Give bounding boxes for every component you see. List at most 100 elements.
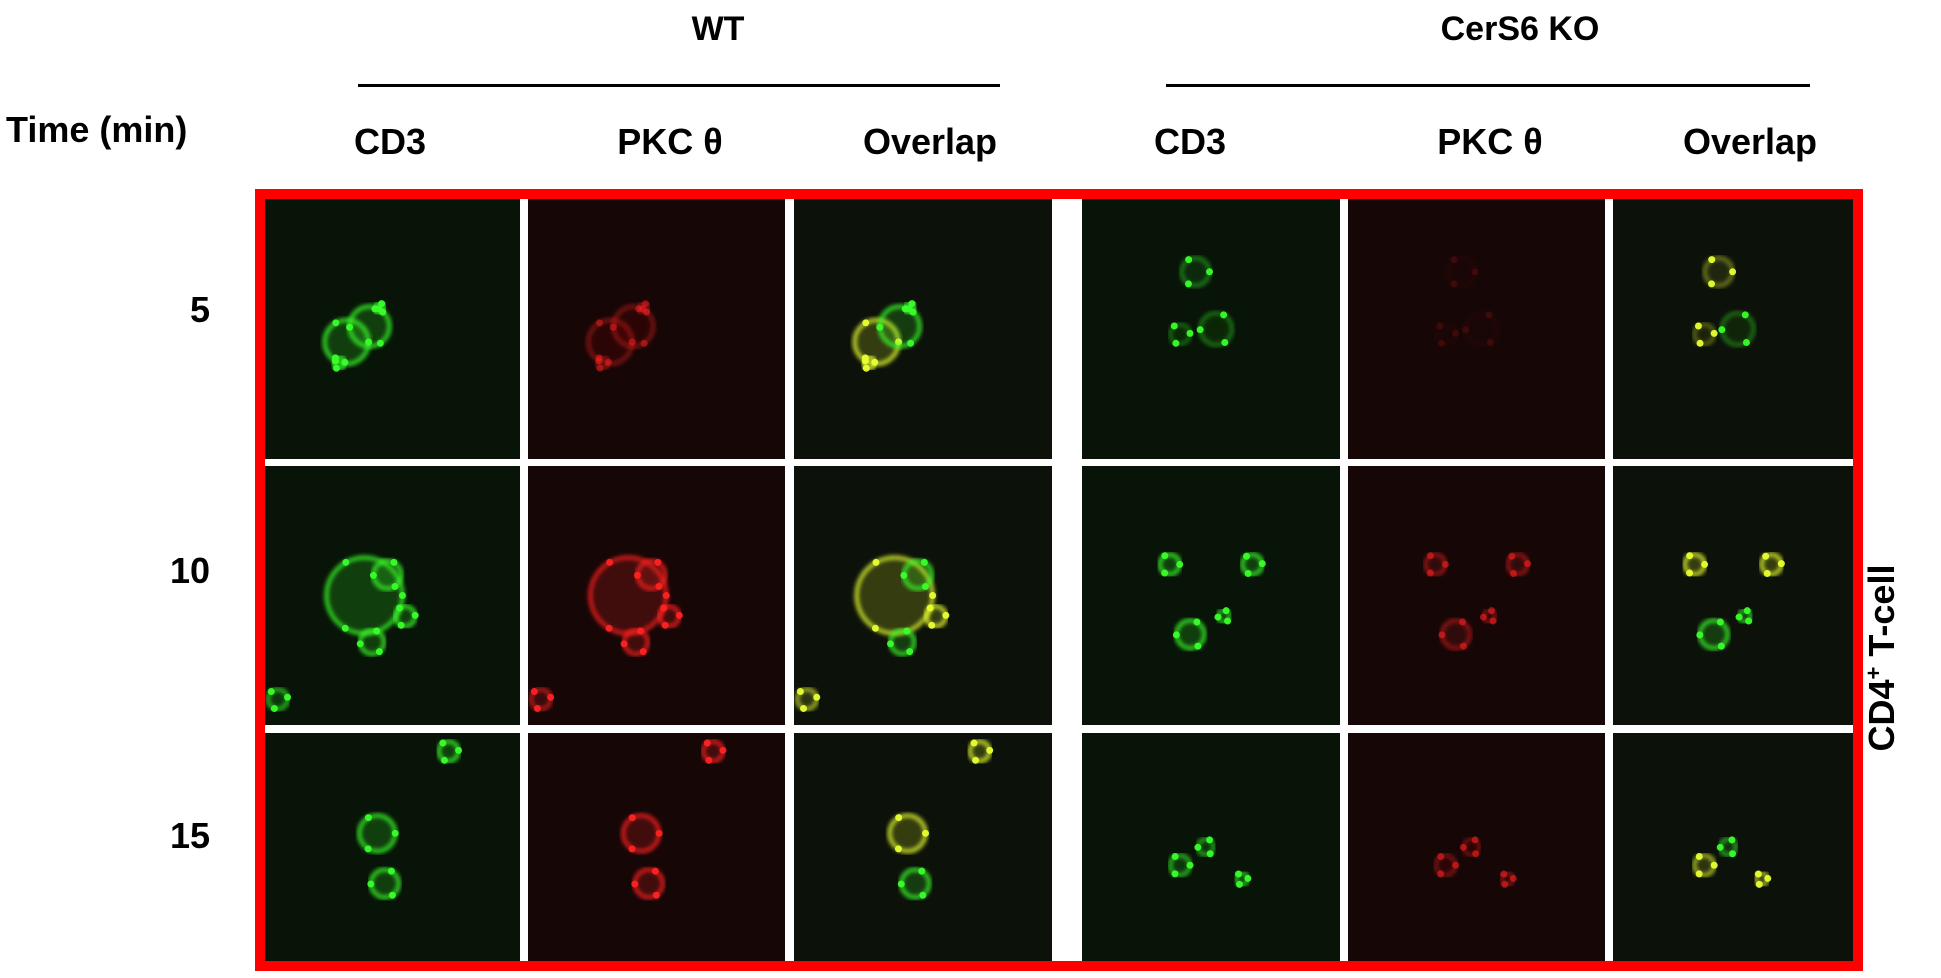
fluorescent-punctum: [871, 358, 879, 366]
micrograph-panel: [265, 199, 520, 459]
column-header-ko-cd3: CD3: [1153, 121, 1227, 162]
fluorescent-punctum: [970, 739, 978, 747]
fluorescent-punctum: [388, 891, 396, 899]
cell-image: [794, 555, 950, 713]
fluorescent-punctum: [270, 705, 278, 713]
fluorescent-punctum: [631, 880, 639, 888]
micrograph-panel: [794, 199, 1052, 459]
fluorescent-punctum: [897, 880, 905, 888]
fluorescent-punctum: [1716, 618, 1724, 626]
fluorescent-punctum: [895, 814, 903, 822]
fluorescent-punctum: [1243, 552, 1251, 560]
fluorescent-punctum: [1235, 870, 1243, 878]
column-header-ko-overlap: Overlap: [1682, 121, 1818, 162]
fluorescent-punctum: [1764, 874, 1772, 882]
fluorescent-punctum: [655, 583, 663, 591]
fluorescent-punctum: [651, 867, 659, 875]
row-label-5: 5: [189, 289, 210, 330]
fluorescent-punctum: [595, 319, 603, 327]
fluorescent-punctum: [267, 688, 275, 696]
fluorescent-punctum: [1214, 613, 1222, 621]
fluorescent-punctum: [1437, 870, 1445, 878]
fluorescent-punctum: [1176, 560, 1184, 568]
fluorescent-punctum: [901, 305, 909, 313]
micrograph-panel: [265, 466, 520, 725]
micrograph-panel: [528, 733, 785, 961]
fluorescent-punctum: [633, 571, 641, 579]
cell-image: [265, 555, 419, 713]
cell-blob: [1445, 255, 1478, 288]
cell-blob: [887, 813, 928, 854]
fluorescent-punctum: [1462, 326, 1470, 334]
cell-image: [1168, 836, 1252, 888]
fluorescent-punctum: [1172, 631, 1180, 639]
cell-image: [1168, 255, 1235, 347]
fluorescent-punctum: [908, 300, 916, 308]
fluorescent-punctum: [903, 627, 911, 635]
fluorescent-punctum: [1258, 560, 1266, 568]
cell-blob: [357, 813, 398, 854]
fluorescent-punctum: [1185, 256, 1193, 264]
fluorescent-punctum: [876, 323, 884, 331]
micrograph-panel: [794, 466, 1052, 725]
fluorescent-punctum: [1501, 880, 1509, 888]
fluorescent-punctum: [1735, 613, 1743, 621]
fluorescent-punctum: [1710, 861, 1718, 869]
fluorescent-punctum: [862, 319, 870, 327]
fluorescent-punctum: [1710, 329, 1718, 337]
fluorescent-punctum: [909, 308, 917, 316]
cell-image: [1433, 836, 1517, 888]
cell-blob: [621, 813, 662, 854]
fluorescent-punctum: [705, 756, 713, 764]
time-axis-label: Time (min): [6, 109, 188, 150]
fluorescent-punctum: [972, 756, 980, 764]
cell-image: [1423, 552, 1532, 651]
fluorescent-punctum: [886, 640, 894, 648]
micrograph-panel: [265, 733, 520, 961]
fluorescent-punctum: [378, 300, 386, 308]
micrograph-panel: [1613, 466, 1853, 725]
fluorescent-punctum: [1479, 613, 1487, 621]
fluorescent-punctum: [655, 829, 663, 837]
fluorescent-punctum: [872, 558, 880, 566]
fluorescent-punctum: [1696, 339, 1704, 347]
fluorescent-punctum: [1194, 642, 1202, 650]
fluorescent-punctum: [620, 640, 628, 648]
fluorescent-punctum: [1172, 339, 1180, 347]
micrograph-panel: [1613, 733, 1853, 961]
fluorescent-punctum: [861, 354, 869, 362]
fluorescent-punctum: [364, 845, 372, 853]
cell-image: [621, 739, 727, 900]
fluorescent-punctum: [1728, 836, 1736, 844]
micrograph-panel: [528, 199, 785, 459]
fluorescent-punctum: [643, 308, 651, 316]
fluorescent-punctum: [1686, 569, 1694, 577]
fluorescent-punctum: [942, 611, 950, 619]
fluorescent-punctum: [1717, 642, 1725, 650]
column-header-ko-pkc: PKC θ: [1437, 121, 1543, 162]
fluorescent-punctum: [1486, 338, 1494, 346]
fluorescent-punctum: [341, 358, 349, 366]
fluorescent-punctum: [652, 891, 660, 899]
fluorescent-punctum: [1708, 280, 1716, 288]
fluorescent-punctum: [1460, 642, 1468, 650]
fluorescent-punctum: [605, 358, 613, 366]
fluorescent-punctum: [654, 558, 662, 566]
cell-blob: [1463, 311, 1500, 347]
fluorescent-punctum: [332, 319, 340, 327]
fluorescent-punctum: [918, 867, 926, 875]
fluorescent-punctum: [628, 814, 636, 822]
fluorescent-punctum: [640, 339, 648, 347]
fluorescent-punctum: [375, 648, 383, 656]
fluorescent-punctum: [284, 693, 292, 701]
fluorescent-punctum: [929, 592, 937, 599]
fluorescent-punctum: [606, 558, 614, 566]
fluorescent-punctum: [1426, 552, 1434, 560]
fluorescent-punctum: [1170, 322, 1178, 330]
fluorescent-punctum: [1755, 880, 1763, 888]
fluorescent-punctum: [390, 558, 398, 566]
fluorescent-punctum: [342, 558, 350, 566]
fluorescent-punctum: [533, 705, 541, 713]
fluorescent-punctum: [1171, 853, 1179, 861]
fluorescent-punctum: [662, 592, 670, 599]
